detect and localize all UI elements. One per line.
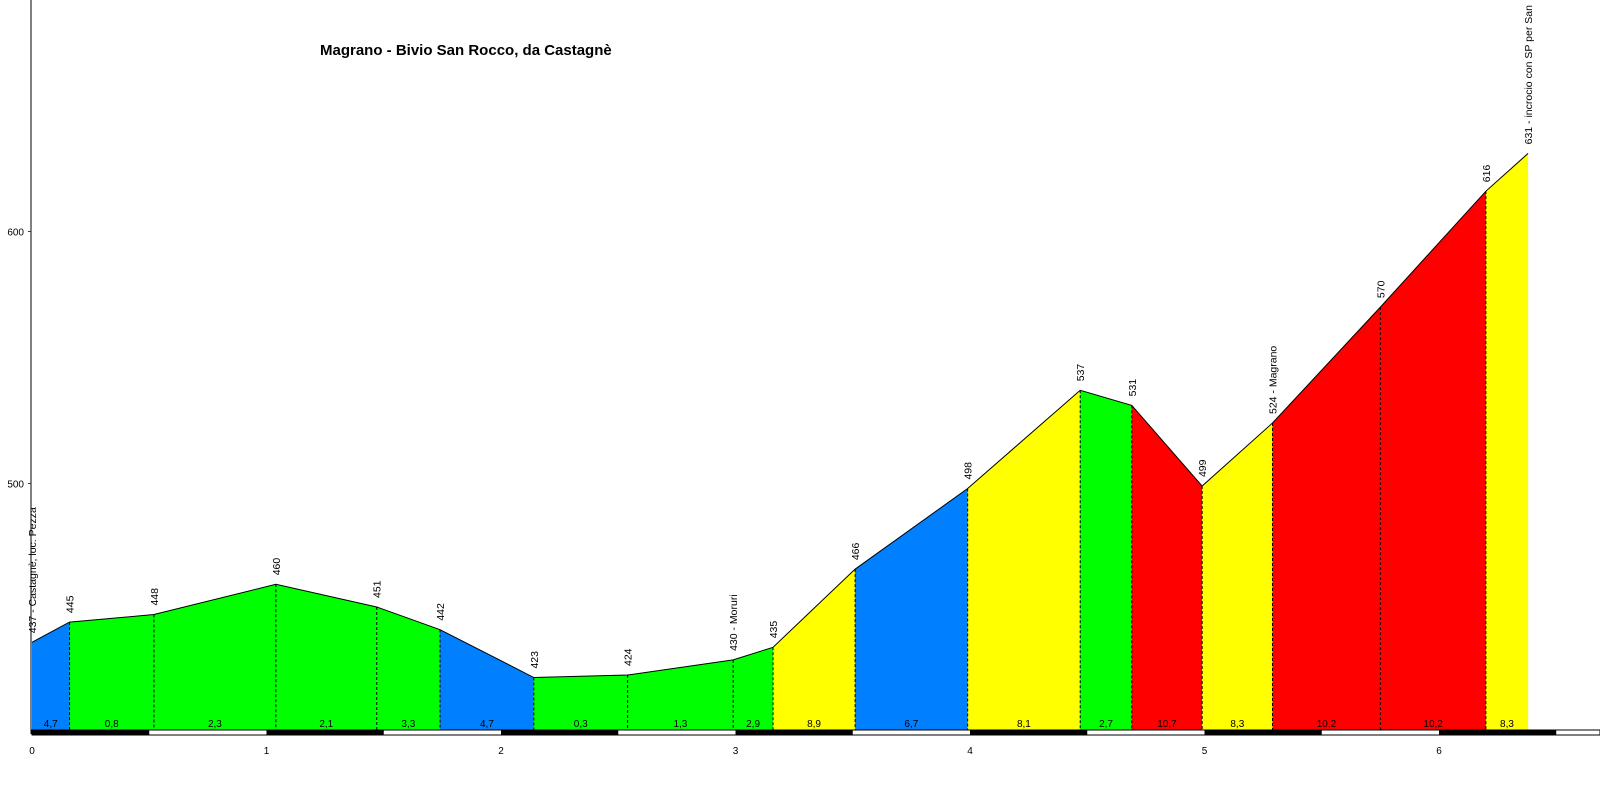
gradient-label: 10,2 (1317, 719, 1337, 730)
gradient-label: 0,8 (105, 719, 119, 730)
gradient-labels: 4,7 0,8 2,3 2,1 3,3 4,7 0,3 1,3 2,9 8,9 6,7 8,1 2,7 1… (44, 719, 1515, 730)
distance-bar-block (1439, 730, 1557, 735)
elevation-label: 445 (65, 595, 77, 613)
x-tick-label: 0 (29, 746, 35, 757)
gradient-segments (32, 153, 1529, 730)
y-tick-labels: 500 600 (7, 228, 31, 491)
segment-fill (1485, 153, 1529, 730)
segment-fill (1131, 405, 1203, 730)
distance-bar (31, 729, 1600, 736)
segment-fill (1272, 307, 1381, 730)
gradient-label: 10,7 (1157, 719, 1177, 730)
distance-bar-block (735, 730, 853, 735)
segment-fill (1080, 390, 1132, 730)
segment-fill (1202, 423, 1273, 730)
segment-fill (32, 622, 70, 730)
segment-fill (627, 659, 734, 730)
elevation-label: 616 (1481, 165, 1493, 183)
x-tick-labels: 0 1 2 3 4 5 6 (29, 746, 1442, 757)
elevation-labels: 437 - Castagnè, loc. Pezza 445 448 460 451 44… (27, 5, 1535, 669)
gradient-label: 8,3 (1500, 719, 1514, 730)
segment-dividers (69, 191, 1487, 730)
segment-fill (275, 584, 377, 730)
segment-fill (69, 614, 154, 730)
gradient-label: 4,7 (480, 719, 494, 730)
segment-fill (967, 390, 1081, 730)
x-tick-label: 3 (733, 746, 739, 757)
elevation-label: 437 - Castagnè, loc. Pezza (27, 507, 39, 633)
segment-fill (533, 675, 628, 730)
elevation-label: 631 - incrocio con SP per San (1523, 5, 1535, 144)
gradient-label: 8,9 (807, 719, 821, 730)
segment-fill (376, 606, 441, 730)
x-tick-label: 4 (967, 746, 973, 757)
gradient-label: 8,3 (1230, 719, 1244, 730)
x-tick-label: 5 (1202, 746, 1208, 757)
gradient-label: 4,7 (44, 719, 58, 730)
x-tick-label: 2 (498, 746, 504, 757)
profile-line (31, 153, 1529, 679)
distance-bar-block (1204, 730, 1322, 735)
gradient-label: 3,3 (401, 719, 415, 730)
gradient-label: 2,3 (208, 719, 222, 730)
distance-bar-block (970, 730, 1088, 735)
distance-bar-block (32, 730, 150, 735)
distance-bar-block (266, 730, 384, 735)
elevation-label: 499 (1197, 459, 1209, 477)
gradient-label: 2,9 (746, 719, 760, 730)
segment-fill (733, 647, 774, 730)
gradient-label: 0,3 (574, 719, 588, 730)
elevation-label: 424 (623, 648, 635, 666)
elevation-label: 430 - Moruri (728, 594, 740, 651)
elevation-label: 466 (850, 543, 862, 561)
profile-line-group (31, 153, 1529, 679)
chart-title: Magrano - Bivio San Rocco, da Castagnè (320, 42, 612, 59)
elevation-label: 435 (768, 621, 780, 639)
gradient-label: 1,3 (673, 719, 687, 730)
elevation-label: 442 (435, 603, 447, 621)
elevation-label: 570 (1375, 280, 1387, 298)
gradient-label: 2,7 (1099, 719, 1113, 730)
x-tick-label: 6 (1436, 746, 1442, 757)
y-tick-label: 500 (7, 480, 24, 491)
segment-fill (1380, 191, 1486, 730)
distance-bar-block (501, 730, 619, 735)
y-tick-label: 600 (7, 228, 24, 239)
elevation-label: 448 (149, 588, 161, 606)
gradient-label: 10,2 (1423, 719, 1443, 730)
elevation-label: 531 (1127, 379, 1139, 397)
gradient-label: 6,7 (904, 719, 918, 730)
elevation-label: 537 (1075, 364, 1087, 382)
segment-fill (855, 488, 968, 730)
elevation-label: 498 (963, 462, 975, 480)
x-tick-label: 1 (264, 746, 270, 757)
segment-fill (153, 584, 276, 730)
elevation-label: 451 (372, 580, 384, 598)
elevation-label: 423 (529, 651, 541, 669)
elevation-label: 524 - Magrano (1268, 346, 1280, 414)
gradient-label: 2,1 (319, 719, 333, 730)
segment-fill (440, 629, 534, 730)
elevation-label: 460 (271, 558, 283, 576)
gradient-label: 8,1 (1017, 719, 1031, 730)
segment-fill (773, 569, 856, 730)
